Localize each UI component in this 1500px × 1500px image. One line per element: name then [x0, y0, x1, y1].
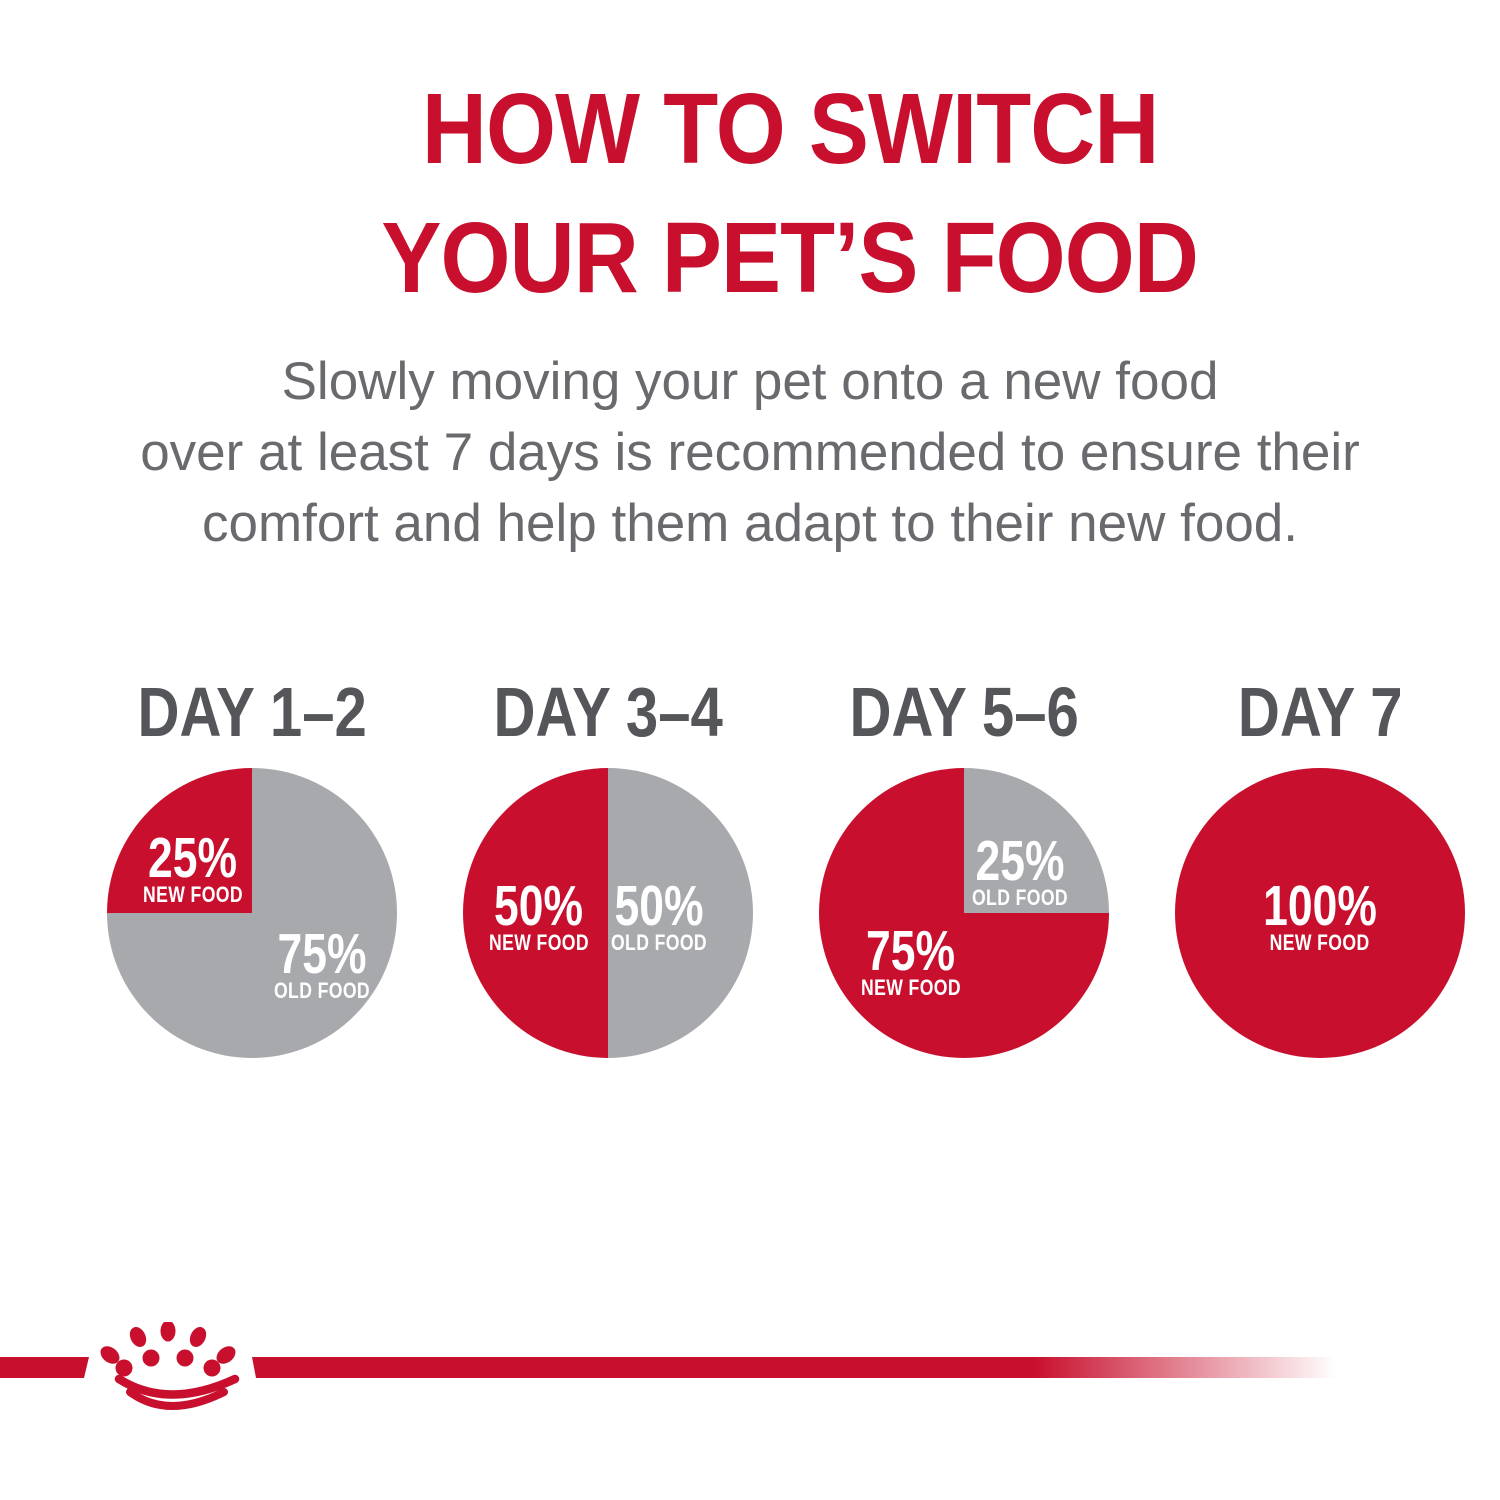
slice-percentage: 50%: [614, 874, 704, 938]
pie-chart-day-3-4: 50% NEW FOOD 50% OLD FOOD: [463, 768, 753, 1058]
pie-chart-day-5-6: 25% OLD FOOD 75% NEW FOOD: [819, 768, 1109, 1058]
slice-percentage: 50%: [494, 874, 584, 938]
pie-chart-day-1-2: 25% NEW FOOD 75% OLD FOOD: [107, 768, 397, 1058]
day-7-heading: DAY 7: [1237, 673, 1403, 751]
new-food-slice-label: 75% NEW FOOD: [849, 919, 974, 1001]
slice-name: NEW FOOD: [861, 975, 961, 1000]
new-food-slice-label: 25% NEW FOOD: [131, 826, 256, 908]
slice-name: NEW FOOD: [143, 882, 243, 907]
day-1-2-column: DAY 1–2 25% NEW FOOD 75% OLD FOOD: [107, 673, 397, 1058]
pie-chart-day-7: 100% NEW FOOD: [1175, 768, 1465, 1058]
day-5-6-heading: DAY 5–6: [849, 673, 1079, 751]
new-food-slice-label: 50% NEW FOOD: [477, 874, 602, 956]
day-7-column: DAY 7 100% NEW FOOD: [1175, 673, 1465, 1058]
slice-name: NEW FOOD: [489, 930, 589, 955]
old-food-slice-label: 75% OLD FOOD: [262, 922, 382, 1004]
footer-red-bar-right: [252, 1357, 1370, 1378]
intro-text-line-3: comfort and help them adapt to their new…: [202, 494, 1298, 553]
slice-percentage: 25%: [975, 829, 1065, 893]
slice-name: OLD FOOD: [273, 978, 371, 1003]
day-3-4-column: DAY 3–4 50% NEW FOOD 50% OLD FOOD: [463, 673, 753, 1058]
page-title-line-1: HOW TO SWITCH: [421, 73, 1159, 185]
slice-name: NEW FOOD: [1269, 930, 1370, 955]
old-food-slice-label: 25% OLD FOOD: [960, 829, 1080, 911]
slice-percentage: 100%: [1263, 874, 1377, 938]
day-3-4-heading: DAY 3–4: [493, 673, 723, 751]
intro-text-line-2: over at least 7 days is recommended to e…: [140, 423, 1360, 482]
slice-percentage: 25%: [148, 826, 238, 890]
slice-percentage: 75%: [277, 922, 367, 986]
day-1-2-heading: DAY 1–2: [137, 673, 367, 751]
slice-percentage: 75%: [866, 919, 956, 983]
page-title: HOW TO SWITCH YOUR PET’S FOOD: [80, 76, 1500, 334]
day-5-6-column: DAY 5–6 25% OLD FOOD 75% NEW FOOD: [819, 673, 1109, 1058]
royal-canin-crown-logo: [100, 1322, 240, 1410]
slice-name: OLD FOOD: [610, 930, 708, 955]
old-food-slice-label: 50% OLD FOOD: [599, 874, 719, 956]
slice-name: OLD FOOD: [971, 885, 1069, 910]
page-title-line-2: YOUR PET’S FOOD: [381, 202, 1199, 314]
intro-text-line-1: Slowly moving your pet onto a new food: [281, 352, 1219, 411]
intro-text: Slowly moving your pet onto a new food o…: [0, 346, 1500, 559]
new-food-slice-label: 100% NEW FOOD: [1247, 874, 1393, 956]
footer-red-bar-left: [0, 1357, 89, 1378]
